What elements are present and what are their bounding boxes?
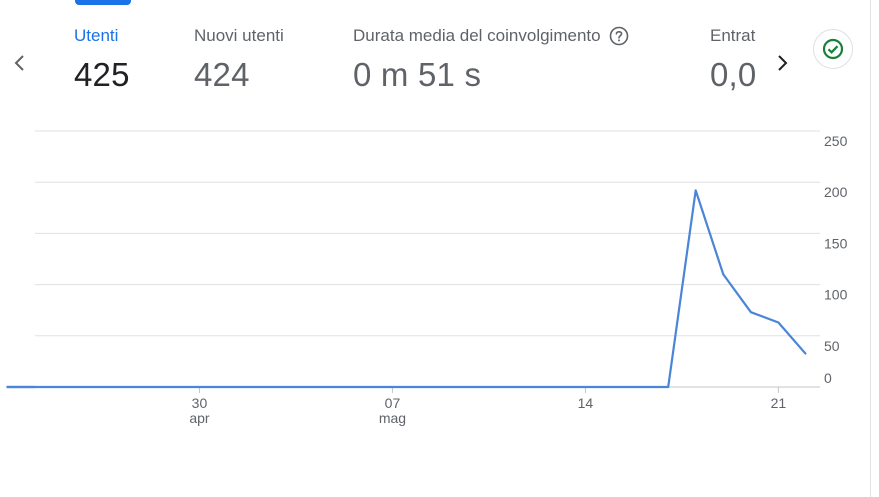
chevron-left-icon <box>14 55 24 71</box>
metric-label-text: Utenti <box>74 26 119 45</box>
x-tick-label-day: 21 <box>771 395 787 411</box>
metric-label: Entrat <box>710 26 756 46</box>
check-circle-icon <box>822 38 844 60</box>
x-tick-label-day: 07 <box>385 395 401 411</box>
y-tick-label: 250 <box>824 133 848 149</box>
metric-value: 0,0 <box>710 56 757 93</box>
y-tick-label: 200 <box>824 184 848 200</box>
y-tick-label: 0 <box>824 370 832 386</box>
next-metrics-button[interactable] <box>770 51 794 75</box>
active-tab-indicator <box>75 0 131 5</box>
metrics-strip: Utenti 425 Nuovi utenti 424 Durata media… <box>40 0 760 110</box>
metric-tab-durata-media[interactable]: Durata media del coinvolgimento 0 m 51 s <box>353 26 629 94</box>
y-tick-label: 100 <box>824 287 848 303</box>
x-tick-label-day: 14 <box>578 395 594 411</box>
metric-label-text: Nuovi utenti <box>194 26 284 45</box>
metric-tab-nuovi-utenti[interactable]: Nuovi utenti 424 <box>194 26 284 94</box>
metric-tab-entrate[interactable]: Entrat 0,0 <box>710 26 756 94</box>
status-badge[interactable] <box>813 29 853 69</box>
help-circle-icon[interactable] <box>609 26 629 46</box>
x-tick-label-day: 30 <box>192 395 208 411</box>
metric-label: Utenti <box>74 26 130 46</box>
metric-label-text: Entrat <box>710 26 756 45</box>
metric-tab-utenti[interactable]: Utenti 425 <box>74 26 130 94</box>
metric-value: 0 m 51 s <box>353 56 482 93</box>
previous-metrics-button[interactable] <box>8 51 32 75</box>
x-tick-label-month: mag <box>379 410 406 426</box>
metric-label: Durata media del coinvolgimento <box>353 26 629 46</box>
y-tick-label: 150 <box>824 235 848 251</box>
y-tick-label: 50 <box>824 338 840 354</box>
metric-label-text: Durata media del coinvolgimento <box>353 26 601 45</box>
series-line <box>6 189 807 389</box>
x-tick-label-month: apr <box>189 410 210 426</box>
metric-value: 425 <box>74 56 130 93</box>
metric-value: 424 <box>194 56 250 93</box>
chevron-right-icon <box>778 55 788 71</box>
metric-label: Nuovi utenti <box>194 26 284 46</box>
